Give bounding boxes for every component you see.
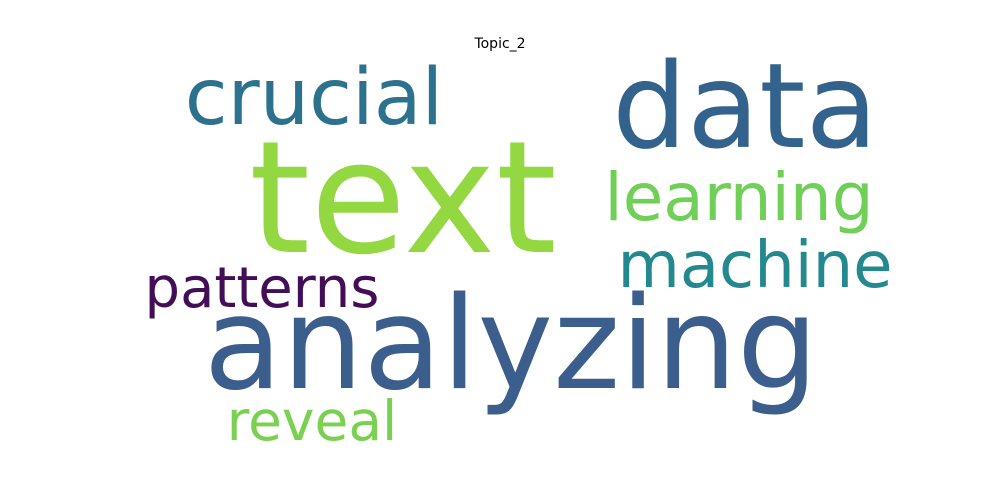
word-learning: learning (604, 159, 873, 236)
word-crucial: crucial (185, 53, 443, 143)
word-data: data (612, 37, 878, 175)
figure-title: Topic_2 (474, 36, 526, 52)
word-reveal: reveal (227, 389, 398, 453)
word-machine: machine (617, 229, 892, 303)
word-text: text (249, 107, 557, 289)
word-patterns: patterns (145, 256, 380, 321)
word-analyzing: analyzing (204, 270, 818, 419)
